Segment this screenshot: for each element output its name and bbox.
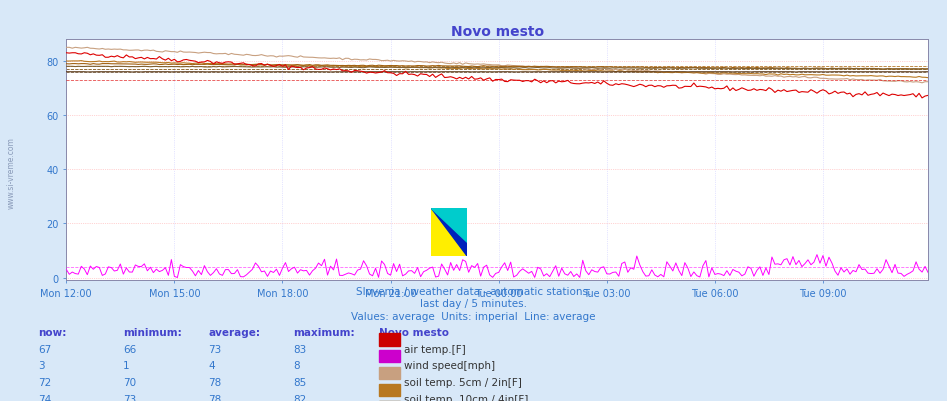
Text: average:: average: xyxy=(208,327,260,337)
Text: Novo mesto: Novo mesto xyxy=(379,327,449,337)
Text: 66: 66 xyxy=(123,344,136,354)
Polygon shape xyxy=(431,209,467,257)
Text: 78: 78 xyxy=(208,377,222,387)
Polygon shape xyxy=(431,209,467,257)
Text: minimum:: minimum: xyxy=(123,327,182,337)
Title: Novo mesto: Novo mesto xyxy=(451,25,544,39)
Text: 78: 78 xyxy=(208,394,222,401)
Text: 83: 83 xyxy=(294,344,307,354)
Text: 4: 4 xyxy=(208,360,215,371)
Text: 82: 82 xyxy=(294,394,307,401)
Text: Slovenia / weather data - automatic stations.: Slovenia / weather data - automatic stat… xyxy=(356,287,591,297)
Text: 67: 67 xyxy=(38,344,51,354)
Text: soil temp. 5cm / 2in[F]: soil temp. 5cm / 2in[F] xyxy=(404,377,522,387)
Text: 73: 73 xyxy=(123,394,136,401)
Text: now:: now: xyxy=(38,327,66,337)
Text: Values: average  Units: imperial  Line: average: Values: average Units: imperial Line: av… xyxy=(351,311,596,321)
Text: last day / 5 minutes.: last day / 5 minutes. xyxy=(420,299,527,309)
Polygon shape xyxy=(431,209,467,242)
Text: 73: 73 xyxy=(208,344,222,354)
Text: maximum:: maximum: xyxy=(294,327,355,337)
Text: 74: 74 xyxy=(38,394,51,401)
Text: 1: 1 xyxy=(123,360,130,371)
Text: www.si-vreme.com: www.si-vreme.com xyxy=(7,137,16,208)
Text: 3: 3 xyxy=(38,360,45,371)
Text: 85: 85 xyxy=(294,377,307,387)
Text: 70: 70 xyxy=(123,377,136,387)
Text: soil temp. 10cm / 4in[F]: soil temp. 10cm / 4in[F] xyxy=(404,394,528,401)
Text: 8: 8 xyxy=(294,360,300,371)
Text: wind speed[mph]: wind speed[mph] xyxy=(404,360,495,371)
Text: 72: 72 xyxy=(38,377,51,387)
Text: air temp.[F]: air temp.[F] xyxy=(404,344,466,354)
